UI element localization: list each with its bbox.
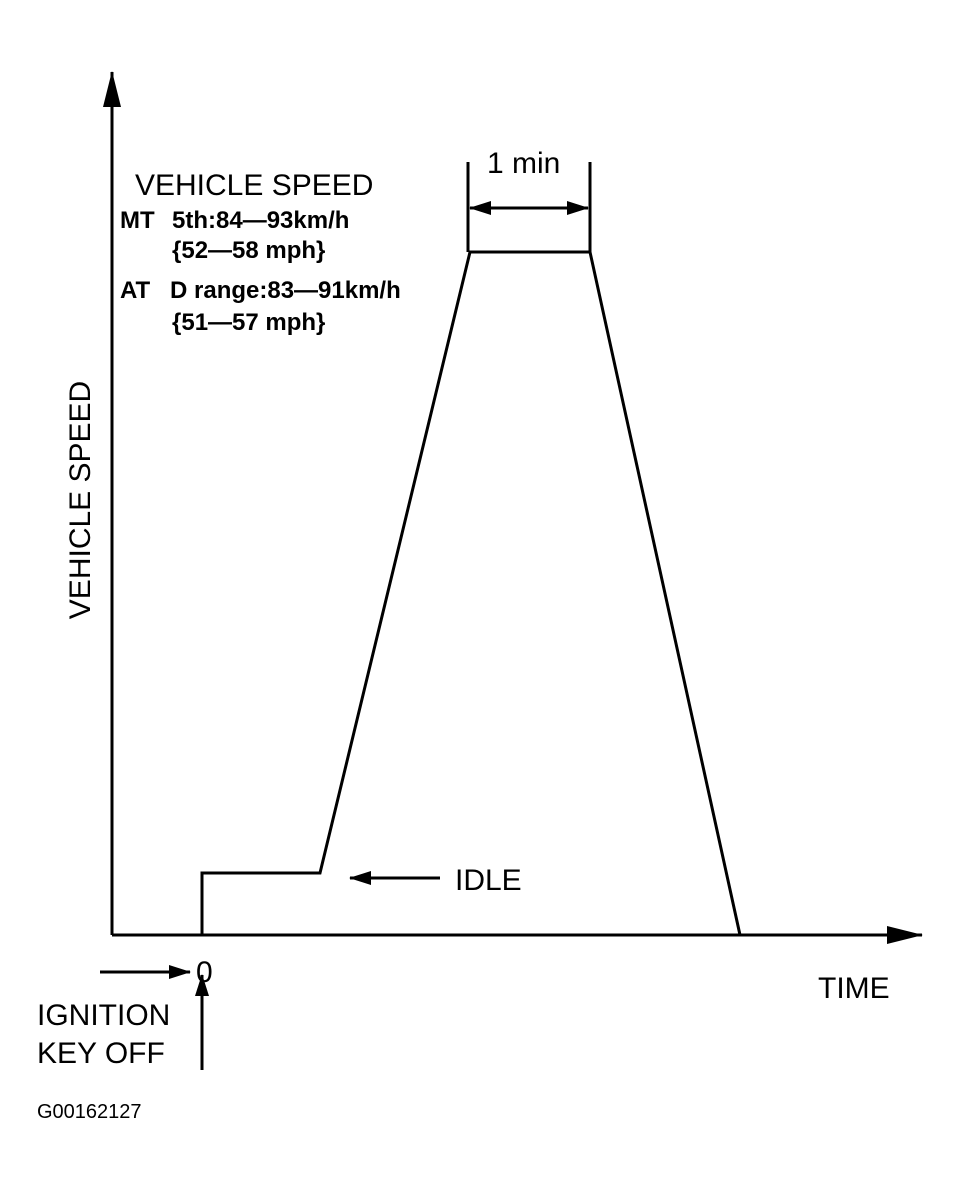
mt-range: 5th:84—93km/h <box>172 207 349 234</box>
mt-mph: {52—58 mph} <box>172 237 325 264</box>
x-axis-label: TIME <box>818 972 890 1005</box>
speed-profile <box>200 250 742 936</box>
y-axis-label: VEHICLE SPEED <box>64 381 97 619</box>
at-mph: {51—57 mph} <box>172 309 325 336</box>
spec-title: VEHICLE SPEED <box>135 169 373 202</box>
idle-label: IDLE <box>455 864 522 897</box>
figure-id: G00162127 <box>37 1101 142 1123</box>
ignition-line1: IGNITION <box>37 999 170 1032</box>
at-label: AT <box>120 277 151 304</box>
mt-label: MT <box>120 207 155 234</box>
duration-label: 1 min <box>487 147 560 180</box>
ignition-line2: KEY OFF <box>37 1037 165 1070</box>
origin-label: 0 <box>196 956 213 989</box>
at-range: D range:83—91km/h <box>170 277 401 304</box>
